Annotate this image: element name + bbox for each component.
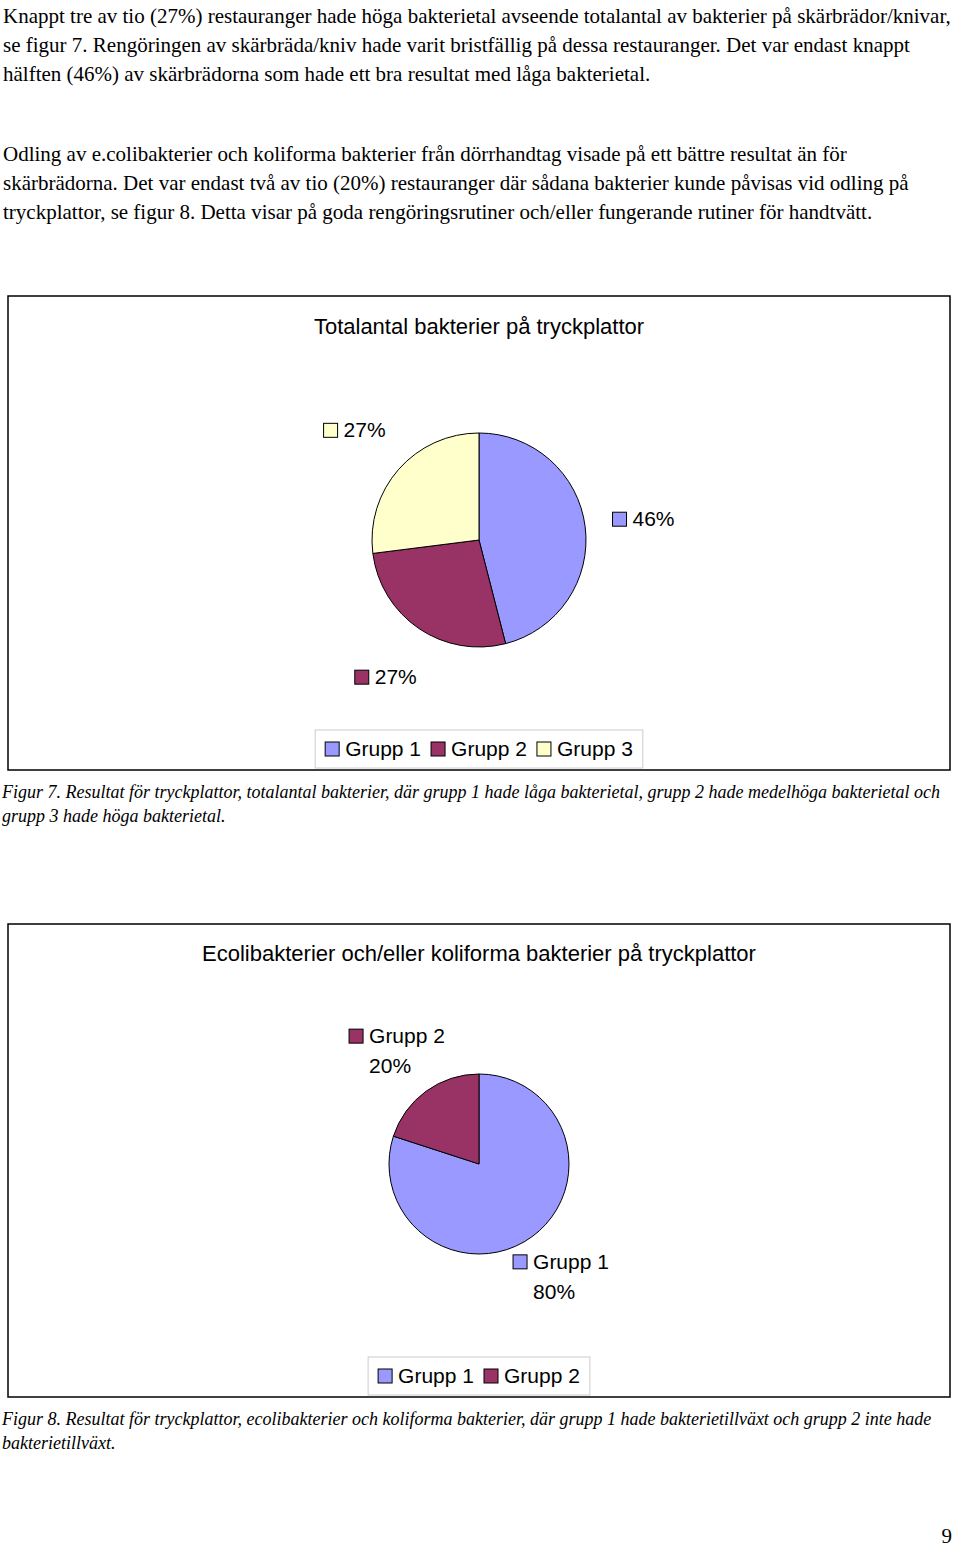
- data-label-text: 46%: [633, 507, 675, 530]
- legend: Grupp 1 Grupp 2: [368, 1357, 590, 1395]
- legend-frame: [315, 730, 643, 768]
- data-label: 27%: [355, 665, 417, 688]
- pie-chart: Totalantal bakterier på tryckplattor 46% 2…: [8, 296, 950, 770]
- chart-title: Totalantal bakterier på tryckplattor: [314, 314, 644, 339]
- legend-item: Grupp 1: [378, 1364, 474, 1387]
- data-label-text: 80%: [533, 1280, 575, 1303]
- legend-item: Grupp 2: [431, 737, 527, 760]
- paragraph: Knappt tre av tio (27%) restauranger had…: [3, 2, 955, 89]
- page-number: 9: [942, 1524, 953, 1549]
- pie-slice: [372, 433, 479, 553]
- legend: Grupp 1 Grupp 2 Grupp 3: [315, 730, 643, 768]
- legend-swatch: [325, 742, 339, 756]
- pie-slice: [373, 540, 506, 647]
- legend-swatch: [431, 742, 445, 756]
- paragraph: Odling av e.colibakterier och koliforma …: [3, 140, 955, 227]
- legend-swatch: [378, 1369, 392, 1383]
- legend-frame: [368, 1357, 590, 1395]
- label-swatch: [613, 512, 627, 526]
- data-label-text: 27%: [375, 665, 417, 688]
- label-swatch: [324, 423, 338, 437]
- legend-item: Grupp 1: [325, 737, 421, 760]
- data-label-text: 27%: [344, 418, 386, 441]
- legend-label: Grupp 2: [504, 1364, 580, 1387]
- data-label-text: 20%: [369, 1054, 411, 1077]
- data-label-text: Grupp 1: [533, 1250, 609, 1273]
- chart-title: Ecolibakterier och/eller koliforma bakte…: [202, 941, 756, 966]
- data-label: 46%: [613, 507, 675, 530]
- chart-frame: [8, 924, 950, 1397]
- page-charts: Totalantal bakterier på tryckplattor 46% 2…: [0, 0, 960, 1550]
- legend-label: Grupp 1: [345, 737, 421, 760]
- legend-item: Grupp 2: [484, 1364, 580, 1387]
- legend-label: Grupp 2: [451, 737, 527, 760]
- slices: [372, 433, 586, 647]
- data-label-text: Grupp 2: [369, 1024, 445, 1047]
- legend-item: Grupp 3: [537, 737, 633, 760]
- slices: [389, 1074, 569, 1254]
- data-label: Grupp 2 20%: [349, 1024, 445, 1077]
- label-swatch: [355, 670, 369, 684]
- label-swatch: [349, 1029, 363, 1043]
- legend-label: Grupp 3: [557, 737, 633, 760]
- pie-chart: Ecolibakterier och/eller koliforma bakte…: [8, 924, 950, 1397]
- label-swatch: [513, 1255, 527, 1269]
- legend-label: Grupp 1: [398, 1364, 474, 1387]
- legend-swatch: [537, 742, 551, 756]
- figure-caption: Figur 8. Resultat för tryckplattor, ecol…: [2, 1407, 942, 1455]
- chart-frame: [8, 296, 950, 770]
- figure-caption: Figur 7. Resultat för tryckplattor, tota…: [2, 780, 942, 828]
- data-label: 27%: [324, 418, 386, 441]
- legend-swatch: [484, 1369, 498, 1383]
- pie-slice: [389, 1074, 569, 1254]
- data-label: Grupp 1 80%: [513, 1250, 609, 1303]
- pie-slice: [393, 1074, 479, 1164]
